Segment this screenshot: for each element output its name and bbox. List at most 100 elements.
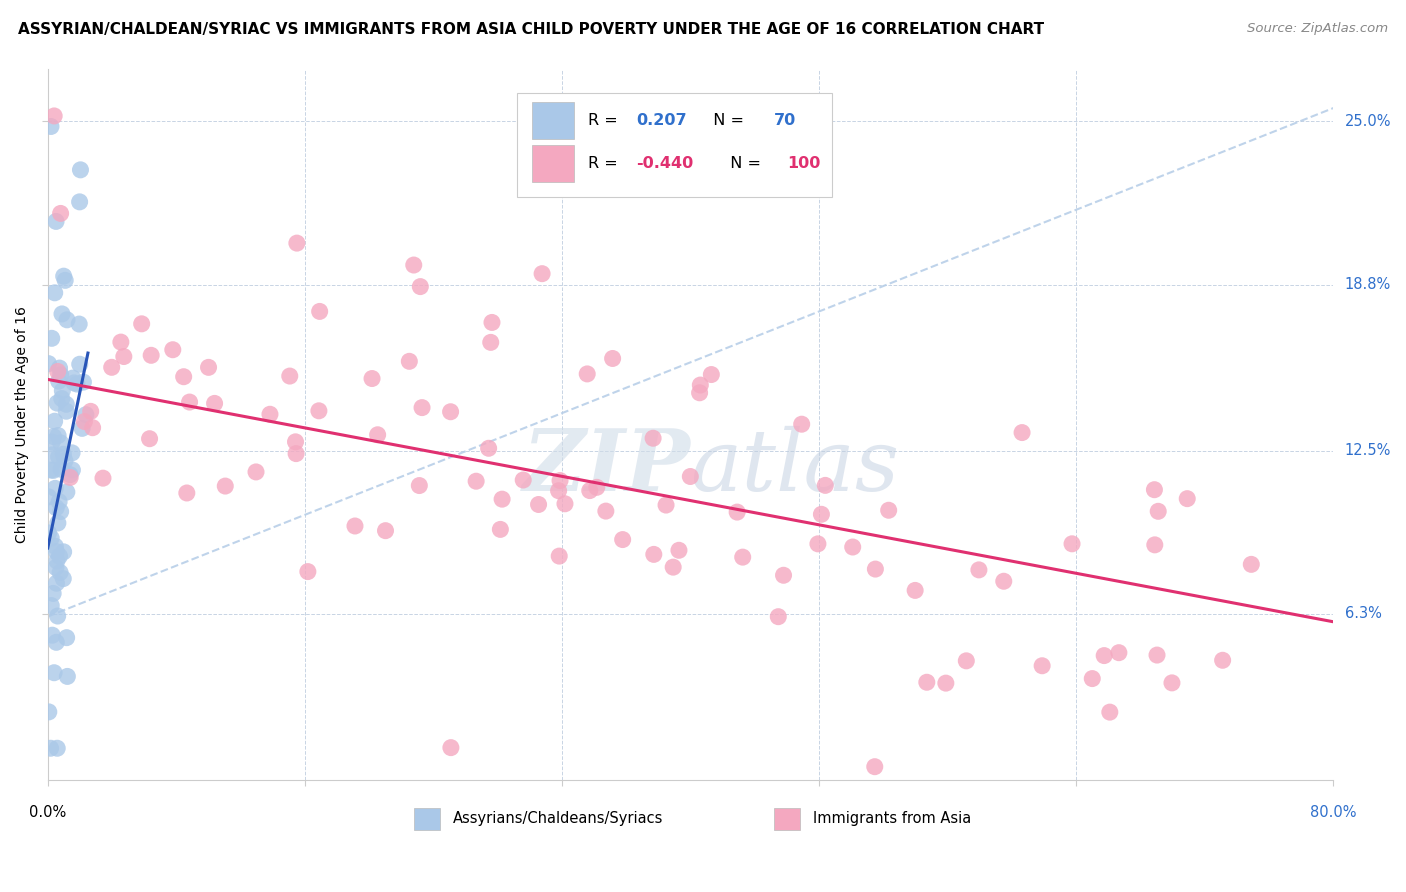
Point — [55, 404, 77, 418]
Point — [75, 408, 97, 422]
Point — [790, 417, 813, 432]
Text: ASSYRIAN/CHALDEAN/SYRIAC VS IMMIGRANTS FROM ASIA CHILD POVERTY UNDER THE AGE OF : ASSYRIAN/CHALDEAN/SYRIAC VS IMMIGRANTS F… — [18, 22, 1045, 37]
Point — [38, 490, 60, 504]
Point — [547, 483, 569, 498]
Text: 18.8%: 18.8% — [1344, 277, 1391, 292]
Point — [595, 504, 617, 518]
Point — [491, 492, 513, 507]
Point — [285, 447, 308, 461]
Text: 12.5%: 12.5% — [1344, 443, 1391, 458]
Point — [643, 548, 665, 562]
Point — [259, 407, 281, 421]
Point — [297, 565, 319, 579]
Point — [689, 385, 711, 400]
Point — [993, 574, 1015, 589]
Point — [45, 576, 67, 591]
Text: 0.207: 0.207 — [637, 113, 688, 128]
Point — [44, 109, 66, 123]
Point — [411, 401, 433, 415]
Point — [141, 348, 163, 362]
Point — [489, 522, 512, 536]
Text: N =: N = — [703, 113, 749, 128]
Point — [1161, 676, 1184, 690]
Point — [49, 435, 72, 450]
Point — [49, 462, 72, 476]
Bar — [775, 808, 800, 830]
Text: ZIP: ZIP — [523, 425, 690, 508]
Point — [1175, 491, 1198, 506]
Point — [51, 307, 73, 321]
Point — [49, 505, 72, 519]
Text: 25.0%: 25.0% — [1344, 113, 1391, 128]
Point — [48, 549, 70, 564]
Point — [59, 470, 82, 484]
Point — [48, 494, 70, 508]
Point — [73, 415, 96, 429]
Point — [39, 463, 62, 477]
Bar — [533, 102, 574, 139]
Point — [138, 432, 160, 446]
Point — [679, 469, 702, 483]
Point — [56, 669, 79, 683]
Point — [46, 396, 69, 410]
Point — [602, 351, 624, 366]
Point — [548, 474, 571, 488]
Point — [668, 543, 690, 558]
Point — [52, 447, 75, 461]
Point — [70, 421, 93, 435]
Point — [48, 374, 70, 388]
Point — [46, 516, 69, 530]
Point — [91, 471, 114, 485]
Point — [367, 427, 389, 442]
Point — [44, 414, 66, 428]
Text: N =: N = — [720, 155, 766, 170]
Point — [662, 560, 685, 574]
Point — [66, 377, 89, 392]
Point — [643, 431, 665, 445]
Point — [69, 162, 91, 177]
Point — [45, 560, 67, 574]
Point — [197, 360, 219, 375]
Text: atlas: atlas — [690, 425, 900, 508]
Point — [41, 448, 63, 462]
Point — [308, 304, 330, 318]
FancyBboxPatch shape — [517, 94, 832, 196]
Point — [531, 267, 554, 281]
Point — [45, 214, 67, 228]
Point — [39, 120, 62, 134]
Text: Source: ZipAtlas.com: Source: ZipAtlas.com — [1247, 22, 1388, 36]
Point — [955, 654, 977, 668]
Point — [41, 628, 63, 642]
Point — [512, 473, 534, 487]
Point — [863, 760, 886, 774]
Point — [46, 609, 69, 624]
Point — [245, 465, 267, 479]
Point — [69, 194, 91, 209]
Point — [59, 467, 82, 482]
Point — [60, 446, 83, 460]
Bar — [415, 808, 440, 830]
Point — [112, 350, 135, 364]
Point — [173, 369, 195, 384]
Point — [1011, 425, 1033, 440]
Text: Assyrians/Chaldeans/Syriacs: Assyrians/Chaldeans/Syriacs — [453, 812, 664, 827]
Point — [204, 396, 226, 410]
Point — [527, 498, 550, 512]
Point — [44, 481, 66, 495]
Point — [814, 478, 837, 492]
Point — [45, 554, 67, 568]
Point — [46, 364, 69, 378]
Point — [41, 331, 63, 345]
Point — [1098, 705, 1121, 719]
Point — [440, 740, 463, 755]
Point — [45, 500, 67, 515]
Point — [55, 631, 77, 645]
Point — [284, 434, 307, 449]
Point — [612, 533, 634, 547]
Point — [967, 563, 990, 577]
Point — [343, 519, 366, 533]
Point — [689, 378, 711, 392]
Point — [278, 369, 301, 384]
Point — [768, 609, 790, 624]
Point — [1146, 648, 1168, 662]
